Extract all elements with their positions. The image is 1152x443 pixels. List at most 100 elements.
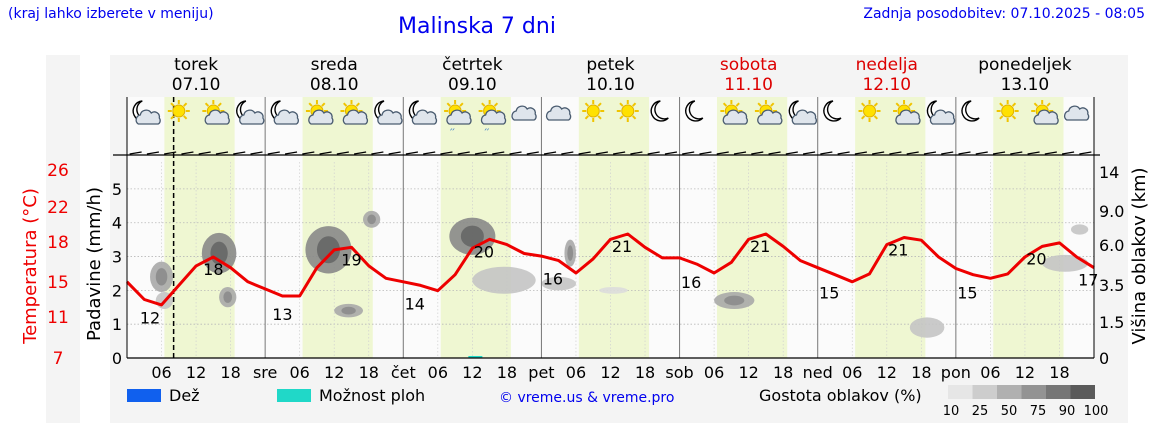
temperature-tick-label: 7 — [53, 349, 64, 369]
sun-ray — [321, 102, 326, 107]
wind-barb — [664, 151, 678, 155]
wind-barb — [302, 151, 315, 155]
wind-barb — [371, 151, 384, 155]
cloud-shape — [791, 109, 818, 125]
day-name: sobota — [720, 55, 778, 75]
day-name: torek — [174, 55, 218, 75]
x-tick-label: 12 — [738, 363, 758, 382]
x-tick-label: sob — [665, 363, 693, 382]
wind-barb — [284, 151, 298, 155]
wind-barb — [699, 151, 712, 155]
wind-barb — [561, 151, 574, 155]
cloud-shape — [511, 105, 537, 121]
wind-barb — [405, 151, 419, 155]
cloud-shape — [239, 109, 265, 125]
rain-drops: ״ — [484, 126, 490, 137]
sun-cloud-icon — [202, 100, 230, 125]
rain-drops: ״ — [449, 126, 455, 137]
wind-barb — [509, 151, 522, 155]
moon-icon — [685, 100, 704, 122]
sun-ray — [861, 102, 866, 107]
temperature-value-label: 21 — [750, 237, 770, 256]
cloud-core — [316, 236, 340, 264]
cloud-height-tick-label: 1.5 — [1099, 313, 1124, 332]
sun-ray — [735, 102, 740, 107]
day-date: 12.10 — [862, 75, 911, 95]
day-date: 11.10 — [724, 75, 773, 95]
cloud-shape — [446, 109, 472, 125]
x-tick-label: 12 — [1015, 363, 1035, 382]
temperature-tick-label: 26 — [47, 161, 69, 181]
temperature-line — [125, 232, 1095, 307]
wind-barb — [129, 151, 142, 155]
storm-legend-swatch — [277, 389, 311, 402]
day-date: 13.10 — [1001, 75, 1050, 95]
sun-ray — [1046, 102, 1051, 107]
wind-barb — [958, 151, 971, 155]
wind-barb — [181, 151, 194, 155]
wind-barb — [630, 151, 643, 155]
storm-legend-label: Možnost ploh — [319, 386, 425, 405]
sun-ray — [584, 102, 589, 107]
cloud-core — [724, 295, 745, 306]
cloud-density-swatch — [1021, 385, 1046, 399]
wind-barb — [768, 151, 781, 155]
sun-ray — [183, 115, 188, 120]
x-tick-label: 18 — [773, 363, 793, 382]
temperature-value-label: 21 — [888, 241, 908, 260]
cloud-icon — [1063, 105, 1090, 121]
credit-link[interactable]: © vreme.us & vreme.pro — [499, 390, 674, 406]
day-date: 10.10 — [586, 75, 635, 95]
sun-ray — [183, 102, 188, 107]
wind-barb — [802, 151, 816, 155]
daylight-band — [164, 97, 235, 358]
moon-cloud-icon — [236, 100, 265, 125]
cloud-density-level: 90 — [1059, 404, 1076, 419]
sun-ray — [632, 102, 637, 107]
wind-barb — [992, 151, 1006, 155]
temperature-value-label: 14 — [405, 294, 425, 313]
cloud-shape — [135, 109, 161, 125]
cloud-core — [155, 268, 168, 286]
sun-ray — [873, 102, 879, 107]
moon-shape — [823, 100, 842, 122]
wind-barb — [716, 151, 729, 155]
x-tick-label: 18 — [220, 363, 240, 382]
wind-barb — [440, 151, 453, 155]
cloud-density-swatch — [997, 385, 1022, 399]
moon-cloud-icon — [270, 100, 299, 125]
wind-barb — [872, 151, 885, 155]
sun-icon — [858, 100, 881, 122]
x-tick-label: 06 — [428, 363, 448, 382]
sun-ray — [873, 115, 879, 120]
moon-cloud-icon — [788, 100, 818, 125]
cloud-shape — [895, 109, 921, 125]
x-tick-label: 12 — [600, 363, 620, 382]
x-tick-label: 12 — [186, 363, 206, 382]
x-tick-label: 06 — [289, 363, 309, 382]
temperature-axis-panel — [46, 55, 80, 423]
cloud-shape — [377, 109, 403, 125]
wind-barb — [923, 151, 937, 155]
sun-cloud-rain-icon: ״ — [478, 100, 507, 137]
sun-ray — [722, 102, 728, 107]
moon-shape — [961, 100, 980, 122]
sun-ray — [584, 115, 589, 120]
temperature-value-label: 20 — [474, 242, 494, 261]
cloud-patch — [1042, 254, 1089, 272]
cloud-density-swatch — [1046, 385, 1071, 399]
x-tick-label: ned — [803, 363, 833, 382]
x-tick-label: 18 — [911, 363, 931, 382]
wind-barb — [854, 151, 867, 155]
precip-tick-label: 0 — [112, 349, 122, 368]
precipitation-axis-title: Padavine (mm/h) — [84, 187, 105, 341]
temperature-value-label: 21 — [612, 237, 632, 256]
cloud-shape — [722, 109, 748, 125]
chart-title: Malinska 7 dni — [398, 14, 556, 39]
x-tick-label: 06 — [704, 363, 724, 382]
sun-cloud-icon — [893, 100, 921, 125]
wind-barb — [975, 151, 988, 155]
day-name: petek — [586, 55, 634, 75]
cloud-shape — [929, 109, 956, 125]
cloud-height-axis-title: Višina oblakov (km) — [1129, 167, 1150, 344]
